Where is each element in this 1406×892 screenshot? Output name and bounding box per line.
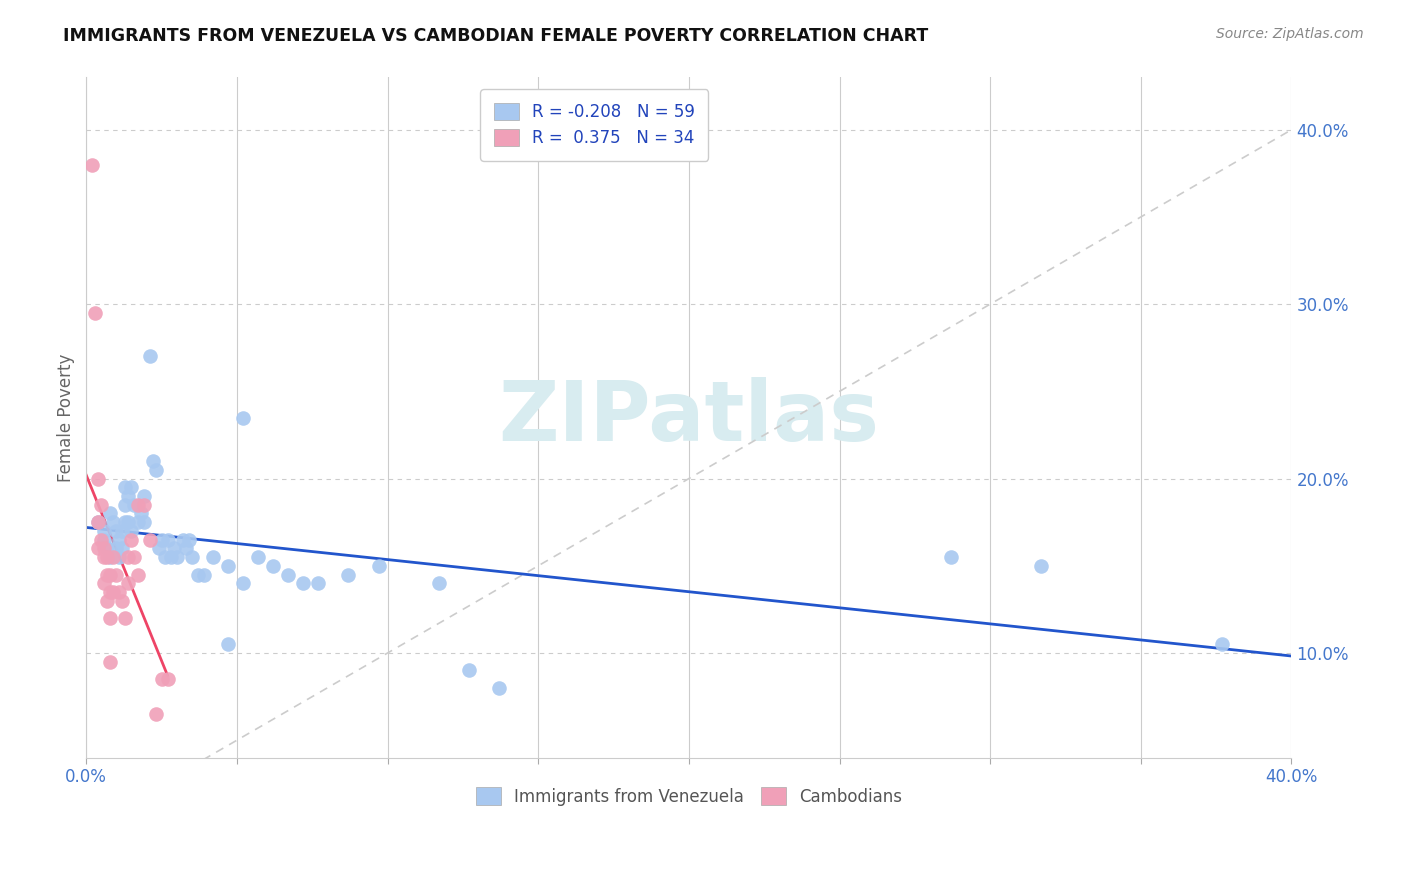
Point <box>172 533 194 547</box>
Point <box>90 498 112 512</box>
Point <box>117 515 139 529</box>
Point <box>292 576 315 591</box>
Point <box>163 541 186 556</box>
Point <box>217 637 239 651</box>
Point <box>111 524 134 538</box>
Point <box>96 541 118 556</box>
Point <box>166 550 188 565</box>
Point <box>82 158 104 172</box>
Point <box>108 550 131 565</box>
Point <box>114 480 136 494</box>
Text: ZIPatlas: ZIPatlas <box>498 377 879 458</box>
Point <box>105 524 128 538</box>
Point <box>114 611 136 625</box>
Point <box>132 498 155 512</box>
Point <box>201 550 224 565</box>
Point <box>87 541 110 556</box>
Point <box>114 515 136 529</box>
Point <box>232 576 254 591</box>
Point <box>142 454 165 468</box>
Point <box>100 550 122 565</box>
Point <box>180 550 202 565</box>
Point <box>93 550 115 565</box>
Point <box>1211 637 1233 651</box>
Point <box>217 558 239 573</box>
Point <box>117 550 139 565</box>
Point <box>121 533 143 547</box>
Point <box>232 410 254 425</box>
Point <box>114 498 136 512</box>
Point <box>132 489 155 503</box>
Point <box>103 550 125 565</box>
Point <box>84 306 107 320</box>
Point <box>427 576 450 591</box>
Point <box>100 507 122 521</box>
Point <box>108 585 131 599</box>
Point <box>150 672 173 686</box>
Point <box>174 541 197 556</box>
Point <box>121 524 143 538</box>
Point <box>138 350 160 364</box>
Point <box>262 558 284 573</box>
Point <box>100 567 122 582</box>
Point <box>145 463 167 477</box>
Point <box>111 541 134 556</box>
Point <box>127 515 149 529</box>
Legend: Immigrants from Venezuela, Cambodians: Immigrants from Venezuela, Cambodians <box>467 779 910 814</box>
Point <box>939 550 962 565</box>
Point <box>156 672 179 686</box>
Y-axis label: Female Poverty: Female Poverty <box>58 353 75 482</box>
Point <box>127 498 149 512</box>
Point <box>100 585 122 599</box>
Point <box>177 533 200 547</box>
Point <box>277 567 299 582</box>
Point <box>148 541 170 556</box>
Point <box>124 550 146 565</box>
Point <box>103 585 125 599</box>
Point <box>96 567 118 582</box>
Point <box>105 567 128 582</box>
Point <box>105 541 128 556</box>
Point <box>90 533 112 547</box>
Point <box>153 550 176 565</box>
Point <box>103 515 125 529</box>
Point <box>117 576 139 591</box>
Point <box>150 533 173 547</box>
Point <box>100 655 122 669</box>
Point <box>132 515 155 529</box>
Point <box>307 576 329 591</box>
Text: Source: ZipAtlas.com: Source: ZipAtlas.com <box>1216 27 1364 41</box>
Point <box>193 567 215 582</box>
Point <box>145 706 167 721</box>
Point <box>111 593 134 607</box>
Point <box>87 515 110 529</box>
Point <box>127 567 149 582</box>
Point <box>117 489 139 503</box>
Point <box>121 480 143 494</box>
Point <box>96 550 118 565</box>
Point <box>87 472 110 486</box>
Point <box>247 550 270 565</box>
Point <box>156 533 179 547</box>
Point <box>159 550 181 565</box>
Point <box>87 515 110 529</box>
Point <box>93 533 115 547</box>
Point <box>129 507 152 521</box>
Point <box>488 681 510 695</box>
Text: IMMIGRANTS FROM VENEZUELA VS CAMBODIAN FEMALE POVERTY CORRELATION CHART: IMMIGRANTS FROM VENEZUELA VS CAMBODIAN F… <box>63 27 928 45</box>
Point <box>93 541 115 556</box>
Point <box>138 533 160 547</box>
Point <box>124 498 146 512</box>
Point <box>108 533 131 547</box>
Point <box>100 611 122 625</box>
Point <box>93 576 115 591</box>
Point <box>96 593 118 607</box>
Point <box>93 524 115 538</box>
Point <box>367 558 389 573</box>
Point <box>1031 558 1053 573</box>
Point <box>458 664 481 678</box>
Point <box>187 567 209 582</box>
Point <box>337 567 360 582</box>
